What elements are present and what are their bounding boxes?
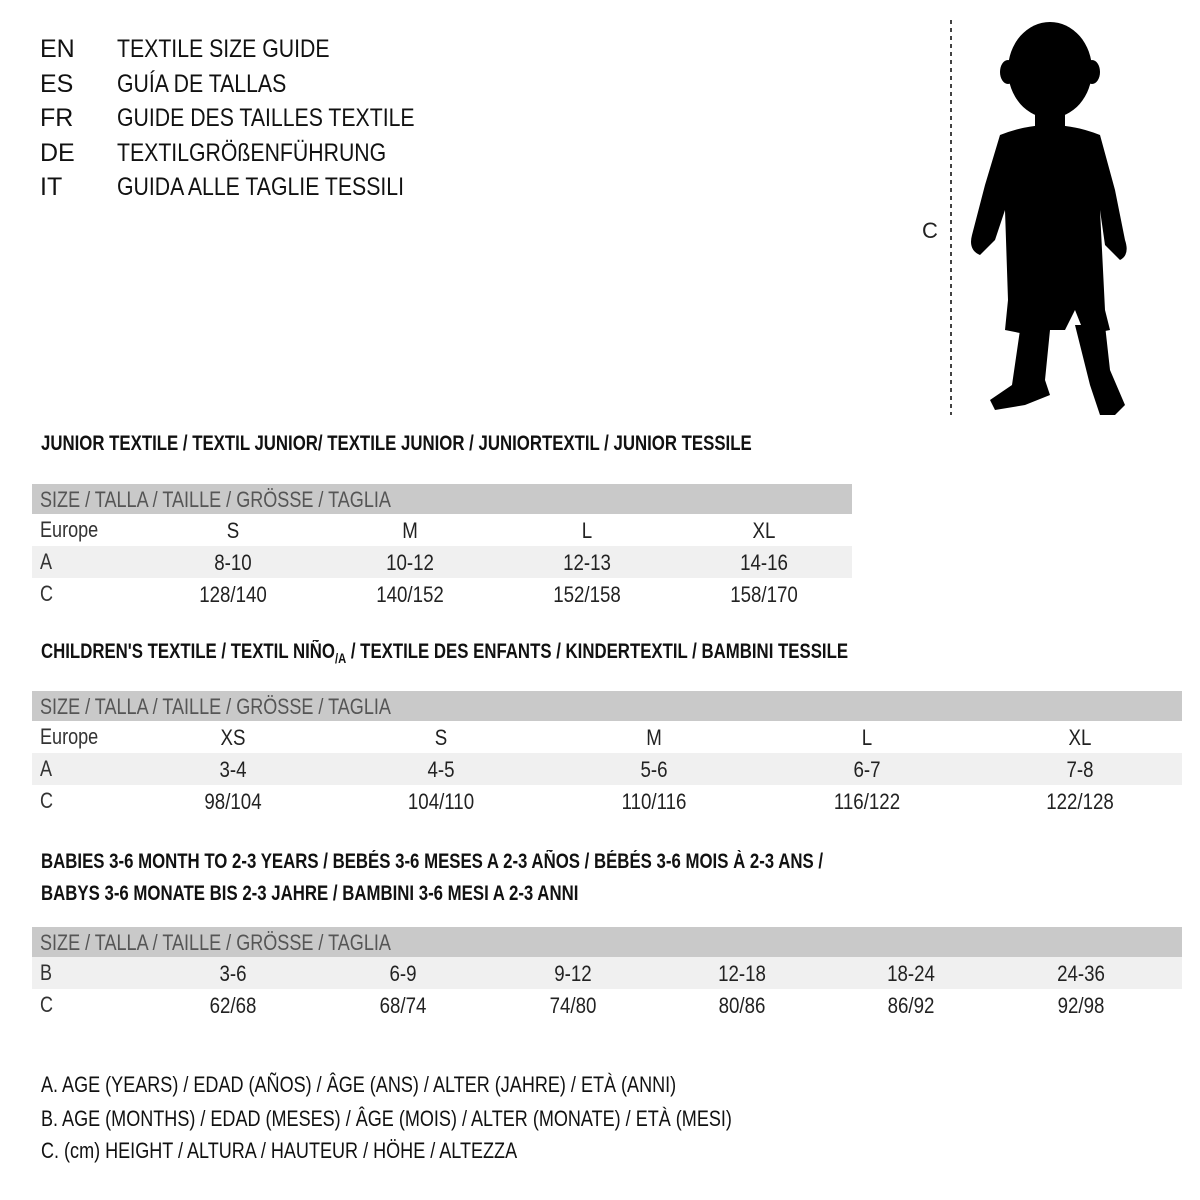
children-heading-sub: /A bbox=[334, 650, 347, 667]
row-label: C bbox=[40, 581, 54, 606]
table-row: Europe S M L XL bbox=[32, 514, 852, 546]
table-cell: 6-9 bbox=[389, 961, 417, 986]
babies-heading-line1: BABIES 3-6 MONTH TO 2-3 YEARS / BEBÉS 3-… bbox=[41, 850, 824, 873]
junior-size-table: SIZE / TALLA / TAILLE / GRÖSSE / TAGLIA E… bbox=[32, 484, 852, 610]
table-cell: 128/140 bbox=[199, 582, 267, 607]
table-cell: 158/170 bbox=[730, 582, 798, 607]
table-cell: XL bbox=[1068, 725, 1092, 750]
table-cell: 12-13 bbox=[563, 550, 611, 575]
table-cell: 12-18 bbox=[718, 961, 766, 986]
table-cell: 122/128 bbox=[1046, 789, 1114, 814]
children-heading-main: CHILDREN'S TEXTILE / TEXTIL NIÑO bbox=[41, 640, 335, 663]
table-cell: 3-6 bbox=[219, 961, 247, 986]
table-cell: L bbox=[581, 518, 593, 543]
table-cell: 5-6 bbox=[640, 757, 668, 782]
legend-c: C. (cm) HEIGHT / ALTURA / HAUTEUR / HÖHE… bbox=[41, 1138, 518, 1163]
table-cell: 8-10 bbox=[214, 550, 252, 575]
row-label: Europe bbox=[40, 517, 99, 542]
title-text: GUIDA ALLE TAGLIE TESSILI bbox=[117, 173, 405, 201]
title-text: GUIDE DES TAILLES TEXTILE bbox=[117, 104, 415, 132]
children-size-table: SIZE / TALLA / TAILLE / GRÖSSE / TAGLIA E… bbox=[32, 691, 1182, 817]
header-label: SIZE / TALLA / TAILLE / GRÖSSE / TAGLIA bbox=[40, 487, 391, 512]
header-label: SIZE / TALLA / TAILLE / GRÖSSE / TAGLIA bbox=[40, 694, 391, 719]
table-cell: 116/122 bbox=[833, 789, 901, 814]
lang-code: EN bbox=[40, 35, 75, 63]
table-cell: 10-12 bbox=[386, 550, 434, 575]
row-label: C bbox=[40, 788, 54, 813]
header-label: SIZE / TALLA / TAILLE / GRÖSSE / TAGLIA bbox=[40, 930, 391, 955]
lang-code: ES bbox=[40, 69, 74, 98]
table-cell: M bbox=[646, 725, 662, 750]
title-text: GUÍA DE TALLAS bbox=[117, 69, 287, 98]
table-cell: 80/86 bbox=[718, 993, 766, 1018]
table-cell: 104/110 bbox=[407, 789, 475, 814]
table-cell: 74/80 bbox=[549, 993, 597, 1018]
lang-code: IT bbox=[40, 173, 63, 201]
table-row: C 62/68 68/74 74/80 80/86 86/92 92/98 bbox=[32, 989, 1182, 1021]
title-text: TEXTILGRÖßENFÜHRUNG bbox=[117, 138, 387, 167]
child-silhouette-icon bbox=[971, 22, 1127, 415]
babies-heading-line2: BABYS 3-6 MONATE BIS 2-3 JAHRE / BAMBINI… bbox=[41, 882, 579, 905]
legend-b: B. AGE (MONTHS) / EDAD (MESES) / ÂGE (MO… bbox=[41, 1106, 732, 1131]
table-cell: 92/98 bbox=[1057, 993, 1105, 1018]
table-cell: XL bbox=[752, 518, 776, 543]
table-cell: 6-7 bbox=[853, 757, 881, 782]
table-cell: 110/116 bbox=[621, 789, 687, 814]
children-heading: CHILDREN'S TEXTILE / TEXTIL NIÑO/A / TEX… bbox=[41, 640, 848, 666]
children-heading-rest: / TEXTILE DES ENFANTS / KINDERTEXTIL / B… bbox=[346, 640, 849, 663]
table-cell: 62/68 bbox=[209, 993, 257, 1018]
title-text: TEXTILE SIZE GUIDE bbox=[117, 35, 330, 63]
table-cell: L bbox=[861, 725, 873, 750]
table-cell: 68/74 bbox=[379, 993, 427, 1018]
row-label: Europe bbox=[40, 724, 99, 749]
row-label: B bbox=[40, 960, 53, 985]
table-cell: S bbox=[226, 518, 240, 543]
table-header-row: SIZE / TALLA / TAILLE / GRÖSSE / TAGLIA bbox=[32, 927, 1182, 957]
table-cell: 4-5 bbox=[427, 757, 455, 782]
table-cell: 18-24 bbox=[887, 961, 935, 986]
table-cell: 140/152 bbox=[376, 582, 444, 607]
table-row: A 3-4 4-5 5-6 6-7 7-8 bbox=[32, 753, 1182, 785]
table-cell: 86/92 bbox=[887, 993, 935, 1018]
table-cell: 24-36 bbox=[1057, 961, 1105, 986]
lang-code: DE bbox=[40, 138, 75, 167]
table-cell: 14-16 bbox=[740, 550, 788, 575]
table-row: C 128/140 140/152 152/158 158/170 bbox=[32, 578, 852, 610]
table-cell: 152/158 bbox=[553, 582, 621, 607]
table-row: Europe XS S M L XL bbox=[32, 721, 1182, 753]
babies-size-table: SIZE / TALLA / TAILLE / GRÖSSE / TAGLIA B… bbox=[32, 927, 1182, 1021]
junior-heading: JUNIOR TEXTILE / TEXTIL JUNIOR/ TEXTILE … bbox=[41, 432, 752, 455]
child-silhouette-figure: C bbox=[922, 20, 1127, 415]
height-label: C bbox=[922, 218, 938, 243]
row-label: C bbox=[40, 992, 54, 1017]
table-cell: XS bbox=[220, 725, 246, 750]
table-cell: M bbox=[402, 518, 418, 543]
table-header-row: SIZE / TALLA / TAILLE / GRÖSSE / TAGLIA bbox=[32, 484, 852, 514]
table-row: C 98/104 104/110 110/116 116/122 122/128 bbox=[32, 785, 1182, 817]
table-cell: 98/104 bbox=[204, 789, 262, 814]
table-cell: 3-4 bbox=[219, 757, 247, 782]
table-row: A 8-10 10-12 12-13 14-16 bbox=[32, 546, 852, 578]
row-label: A bbox=[40, 756, 53, 781]
table-cell: S bbox=[434, 725, 448, 750]
legend-a: A. AGE (YEARS) / EDAD (AÑOS) / ÂGE (ANS)… bbox=[41, 1072, 677, 1097]
table-row: B 3-6 6-9 9-12 12-18 18-24 24-36 bbox=[32, 957, 1182, 989]
table-cell: 7-8 bbox=[1066, 757, 1094, 782]
table-header-row: SIZE / TALLA / TAILLE / GRÖSSE / TAGLIA bbox=[32, 691, 1182, 721]
lang-code: FR bbox=[40, 104, 74, 132]
row-label: A bbox=[40, 549, 53, 574]
table-cell: 9-12 bbox=[554, 961, 592, 986]
